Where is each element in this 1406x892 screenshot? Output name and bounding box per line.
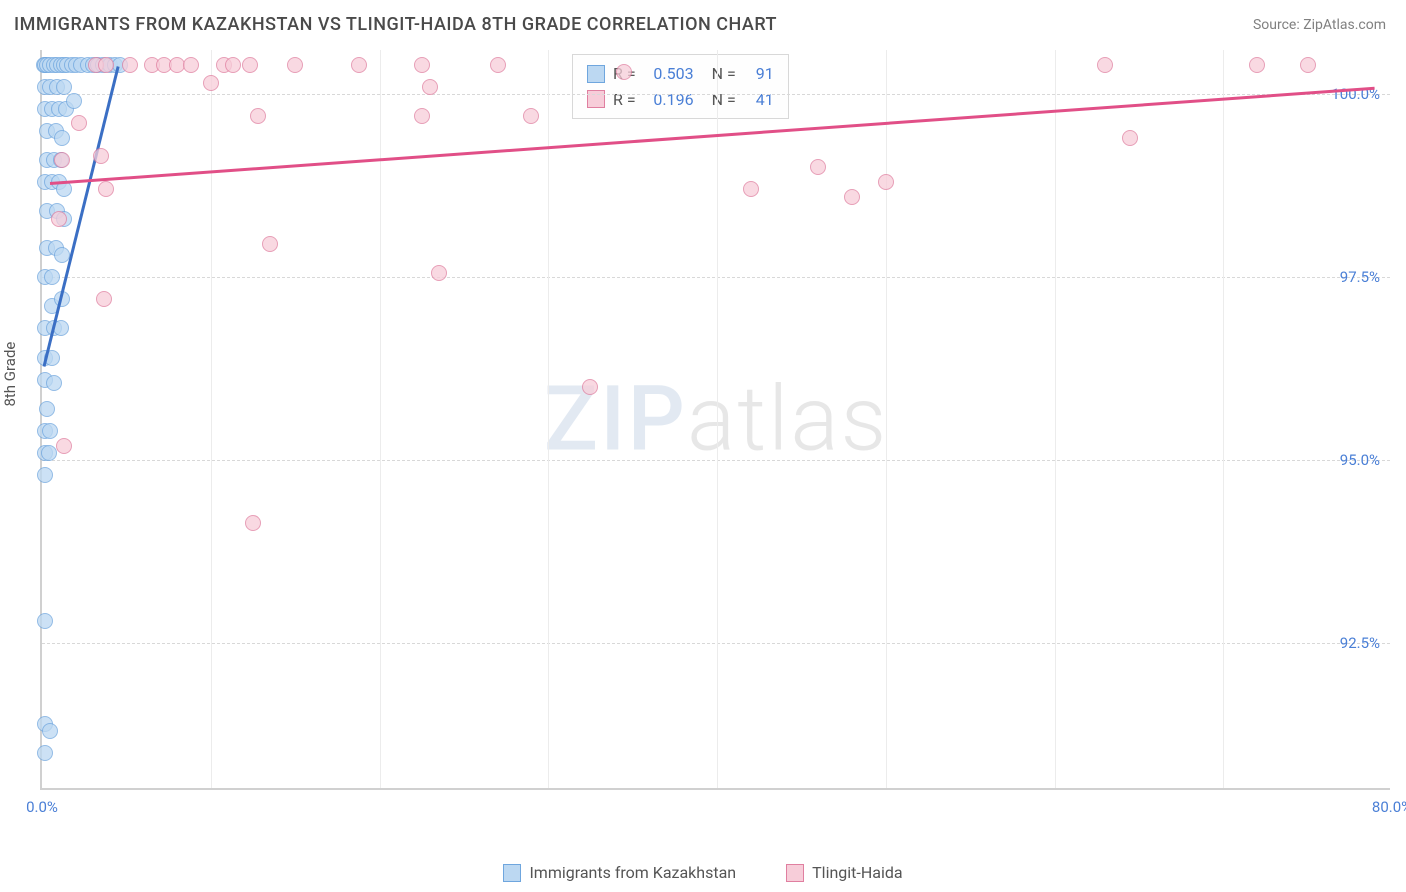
scatter-point xyxy=(42,423,58,439)
bottom-legend: Immigrants from Kazakhstan Tlingit-Haida xyxy=(0,863,1406,882)
bottom-legend-label: Immigrants from Kazakhstan xyxy=(529,863,736,882)
legend-n-value: 91 xyxy=(744,61,774,87)
chart-source: Source: ZipAtlas.com xyxy=(1253,17,1386,33)
legend-swatch xyxy=(786,864,804,882)
scatter-point xyxy=(582,379,598,395)
scatter-plot-area: ZIPatlas R =0.503N =91R =0.196N =41 92.5… xyxy=(40,50,1390,790)
y-tick-label: 92.5% xyxy=(1340,634,1380,652)
x-tick-label: 0.0% xyxy=(26,798,58,816)
scatter-point xyxy=(262,236,278,252)
gridline-horizontal xyxy=(42,277,1390,278)
scatter-point xyxy=(66,93,82,109)
scatter-point xyxy=(98,181,114,197)
scatter-point xyxy=(1249,57,1265,73)
scatter-point xyxy=(51,211,67,227)
scatter-point xyxy=(287,57,303,73)
scatter-point xyxy=(41,445,57,461)
chart-title: IMMIGRANTS FROM KAZAKHSTAN VS TLINGIT-HA… xyxy=(14,14,777,35)
scatter-point xyxy=(1122,130,1138,146)
gridline-vertical xyxy=(1223,50,1224,788)
scatter-point xyxy=(490,57,506,73)
legend-n-label: N = xyxy=(712,61,736,87)
scatter-point xyxy=(42,723,58,739)
scatter-point xyxy=(844,189,860,205)
watermark-bold: ZIP xyxy=(544,367,687,472)
bottom-legend-label: Tlingit-Haida xyxy=(812,863,902,882)
gridline-vertical xyxy=(211,50,212,788)
scatter-point xyxy=(810,159,826,175)
scatter-point xyxy=(245,515,261,531)
scatter-point xyxy=(46,375,62,391)
scatter-point xyxy=(414,108,430,124)
legend-n-value: 41 xyxy=(744,87,774,113)
scatter-point xyxy=(878,174,894,190)
scatter-point xyxy=(56,438,72,454)
scatter-point xyxy=(37,745,53,761)
scatter-point xyxy=(122,57,138,73)
scatter-point xyxy=(351,57,367,73)
gridline-horizontal xyxy=(42,460,1390,461)
y-tick-label: 97.5% xyxy=(1340,268,1380,286)
scatter-point xyxy=(242,57,258,73)
scatter-point xyxy=(203,75,219,91)
legend-n-label: N = xyxy=(712,87,736,113)
scatter-point xyxy=(743,181,759,197)
scatter-point xyxy=(54,152,70,168)
scatter-point xyxy=(616,64,632,80)
scatter-point xyxy=(183,57,199,73)
legend-r-label: R = xyxy=(613,87,636,113)
scatter-point xyxy=(44,269,60,285)
scatter-point xyxy=(93,148,109,164)
inline-legend: R = 0.503 N = 91R = 0.196 N = 41 xyxy=(572,54,789,119)
y-tick-label: 95.0% xyxy=(1340,451,1380,469)
gridline-vertical xyxy=(717,50,718,788)
gridline-horizontal xyxy=(42,94,1390,95)
legend-swatch xyxy=(587,65,605,83)
scatter-point xyxy=(37,613,53,629)
scatter-point xyxy=(96,291,112,307)
scatter-point xyxy=(225,57,241,73)
legend-row: R =0.503N =91 xyxy=(587,61,774,87)
gridline-vertical xyxy=(548,50,549,788)
scatter-point xyxy=(71,115,87,131)
legend-swatch xyxy=(503,864,521,882)
gridline-vertical xyxy=(886,50,887,788)
scatter-point xyxy=(523,108,539,124)
x-tick-label: 80.0% xyxy=(1372,798,1406,816)
y-axis-label: 8th Grade xyxy=(1,342,19,407)
gridline-horizontal xyxy=(42,643,1390,644)
bottom-legend-item: Immigrants from Kazakhstan xyxy=(503,863,736,882)
chart-header: IMMIGRANTS FROM KAZAKHSTAN VS TLINGIT-HA… xyxy=(0,0,1406,45)
gridline-vertical xyxy=(1055,50,1056,788)
legend-r-value: 0.196 xyxy=(644,87,694,113)
scatter-point xyxy=(431,265,447,281)
scatter-point xyxy=(54,130,70,146)
legend-row: R = 0.196 N = 41 xyxy=(587,87,774,113)
legend-r-value: 0.503 xyxy=(644,61,694,87)
scatter-point xyxy=(1300,57,1316,73)
scatter-point xyxy=(414,57,430,73)
scatter-point xyxy=(1097,57,1113,73)
scatter-point xyxy=(250,108,266,124)
scatter-point xyxy=(56,79,72,95)
bottom-legend-item: Tlingit-Haida xyxy=(786,863,902,882)
scatter-point xyxy=(37,467,53,483)
scatter-point xyxy=(39,401,55,417)
scatter-point xyxy=(98,57,114,73)
scatter-point xyxy=(422,79,438,95)
